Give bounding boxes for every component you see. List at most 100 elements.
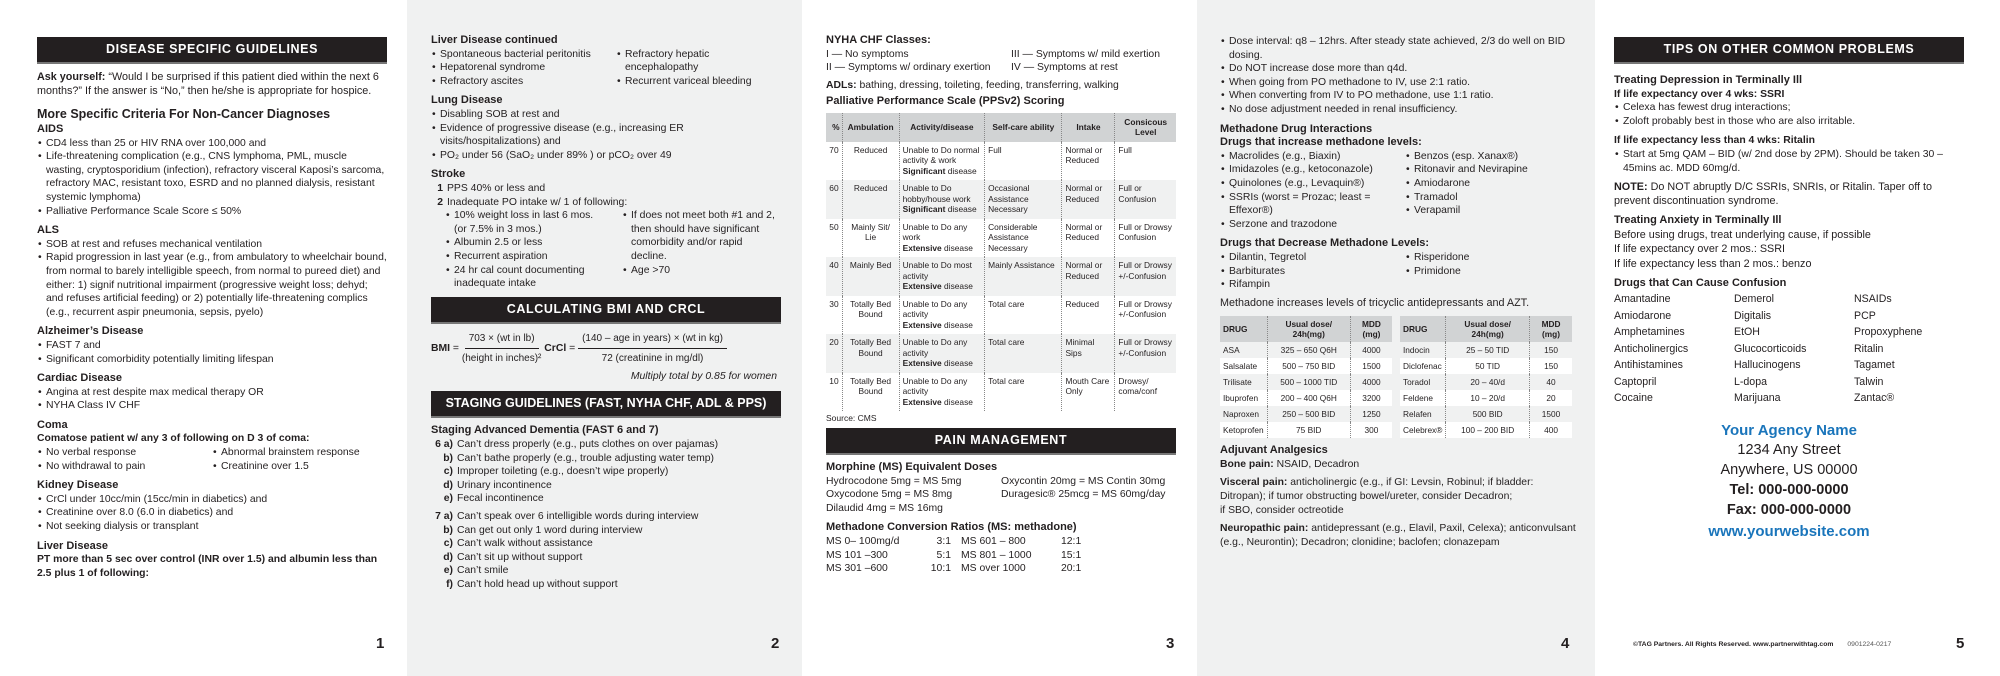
ratio-value: 3:1 xyxy=(936,536,951,548)
pps-ambulation: Totally Bed Bound xyxy=(841,334,900,373)
pps-activity: Unable to Do any activity Extensive disea… xyxy=(898,295,985,335)
max-daily-dose: 300 xyxy=(1349,422,1392,439)
drug-name: Naproxen xyxy=(1223,409,1259,420)
page-number: 1 xyxy=(376,635,385,652)
bmi-header: CALCULATING BMI AND CRCL xyxy=(431,296,781,324)
pps-intake: Minimal Sips xyxy=(1061,334,1115,373)
max-daily-dose: 40 xyxy=(1529,374,1572,391)
confusion-drug: Cocaine xyxy=(1614,392,1653,405)
fast-item: b) Can’t bathe properly (e.g., trouble ad… xyxy=(431,452,781,466)
confusion-drug: Glucocorticoids xyxy=(1734,342,1807,355)
fast-item-label: d) xyxy=(443,551,453,563)
pps-conscious: Drowsy/ coma/conf xyxy=(1114,372,1176,412)
confusion-drug: Propoxyphene xyxy=(1854,326,1923,339)
pps-intake: Mouth Care Only xyxy=(1061,372,1115,412)
ms-range: MS over 1000 xyxy=(961,563,1026,575)
liver-text: PT more than 5 sec over control (INR ove… xyxy=(37,554,378,579)
methadone-bullets: Dose interval: q8 – 12hrs. After steady … xyxy=(1220,35,1580,117)
agency-city: Anywhere, US 00000 xyxy=(1720,461,1858,478)
pps-header-cell: Self-care ability xyxy=(984,112,1062,142)
drug-name: ASA xyxy=(1223,345,1240,356)
agency-street: 1234 Any Street xyxy=(1737,441,1841,458)
panel-3-content: NYHA CHF Classes: I — No symptoms II — Sy… xyxy=(826,34,1176,576)
page-number: 3 xyxy=(1166,635,1175,652)
confusion-drug: Tagamet xyxy=(1854,359,1895,372)
pps-row: 30 Totally Bed Bound Unable to Do any acti… xyxy=(826,295,1176,335)
source: Source: CMS xyxy=(826,413,877,424)
pain-header: PAIN MANAGEMENT xyxy=(826,428,1176,456)
disease-severity: Extensive xyxy=(902,319,942,330)
fast-item-text: Can’t sit up without support xyxy=(457,551,583,563)
pps-header-cell: Activity/disease xyxy=(898,112,985,142)
nsaid-row: Toradol 20 – 40/d 40 xyxy=(1400,374,1572,391)
fast-item: e) Fecal incontinence xyxy=(431,492,781,506)
drug-name: Diclofenac xyxy=(1400,358,1446,375)
disease-level: Significant disease xyxy=(903,204,982,215)
footer: ©TAG Partners. All Rights Reserved. www.… xyxy=(1633,638,1953,652)
disease-severity: Extensive xyxy=(902,396,942,407)
max-daily-dose: 4000 xyxy=(1349,374,1392,391)
pps-percent: 10 xyxy=(829,375,839,386)
max-daily-dose: 150 xyxy=(1529,342,1572,359)
usual-dose: 20 – 40/d xyxy=(1445,374,1530,391)
fast-item-label: f) xyxy=(446,579,453,590)
lung-title: Lung Disease xyxy=(431,94,503,107)
disease-level: Extensive disease xyxy=(903,358,982,369)
usual-dose: 500 – 750 BID xyxy=(1266,358,1351,375)
drug-name: Ibuprofen xyxy=(1220,390,1268,407)
fast-item: f) Can’t hold head up without support xyxy=(431,578,781,592)
pps-percent: 40 xyxy=(826,257,843,296)
drug-name: Feldene xyxy=(1400,390,1446,407)
pps-conscious: Full or Drowsy +/-Confusion xyxy=(1114,295,1176,335)
fast-item: d) Urinary incontinence xyxy=(431,479,781,493)
section-header: TIPS ON OTHER COMMON PROBLEMS xyxy=(1614,37,1964,64)
anxiety-title: Treating Anxiety in Terminally Ill xyxy=(1614,214,1782,227)
activity-text: Unable to Do normal activity & work xyxy=(902,144,980,166)
nyha-title: NYHA CHF Classes: xyxy=(826,34,931,46)
pps-row: 70 Reduced Unable to Do normal activity & … xyxy=(826,141,1176,181)
fast-item-label: d) xyxy=(443,479,453,491)
cardiac-list: Angina at rest despite max medical thera… xyxy=(37,386,387,413)
activity-text: Unable to Do any activity xyxy=(902,298,968,320)
pps-intake: Reduced xyxy=(1061,295,1115,335)
fast-item: c) Improper toileting (e.g., doesn’t wipe… xyxy=(431,465,781,479)
activity-text: Unable to Do any activity xyxy=(902,375,968,397)
disease-severity: Extensive xyxy=(902,358,942,369)
fast-item-text: Can’t walk without assistance xyxy=(457,538,593,550)
pps-conscious: Full or Drowsy +/-Confusion xyxy=(1114,257,1176,296)
agency-website[interactable]: www.yourwebsite.com xyxy=(1708,522,1870,540)
drug-name: Trilisate xyxy=(1223,377,1252,388)
fast7-list: 7 a) Can’t speak over 6 intelligible word… xyxy=(431,510,781,592)
confusion-drug: Hallucinogens xyxy=(1734,359,1801,372)
alz-list: FAST 7 andSignificant comorbidity potent… xyxy=(37,339,387,366)
pps-selfcare: Total care xyxy=(984,334,1062,373)
liver-title: Liver Disease xyxy=(37,539,108,552)
crcl-note: Multiply total by 0.85 for women xyxy=(630,370,777,382)
ms-range: MS 0– 100mg/d xyxy=(826,536,900,548)
ratio-value: 20:1 xyxy=(1061,563,1082,575)
ratio-value: 5:1 xyxy=(936,549,951,561)
pps-selfcare: Mainly Assistance xyxy=(984,257,1062,296)
drug-name: Relafen xyxy=(1403,409,1432,420)
methadone-ratios: MS 0– 100mg/d 3:1 MS 601 – 800 12:1 MS 101 –… xyxy=(826,535,1176,576)
lung-list: Disabling SOB at rest andEvidence of pro… xyxy=(431,108,781,162)
pps-row: 60 Reduced Unable to Do hobby/house work Si… xyxy=(826,180,1176,219)
fast-item-text: Can’t speak over 6 intelligible words du… xyxy=(457,511,699,523)
confusion-drug: NSAIDs xyxy=(1854,293,1892,306)
confusion-drug: PCP xyxy=(1854,309,1876,322)
usual-dose: 500 – 1000 TID xyxy=(1266,374,1351,391)
pps-selfcare: Total care xyxy=(984,295,1062,335)
dementia-title: Staging Advanced Dementia (FAST 6 and 7) xyxy=(431,424,659,437)
drug-name: Celebrex® xyxy=(1400,422,1446,439)
disease-word: disease xyxy=(944,358,973,369)
als-list: SOB at rest and refuses mechanical venti… xyxy=(37,238,387,320)
usual-dose: 250 – 500 BID xyxy=(1266,406,1351,423)
pps-activity: Unable to Do any activity Extensive disea… xyxy=(898,372,985,412)
pps-activity: Unable to Do any activity Extensive disea… xyxy=(898,334,985,373)
liver-continued-title: Liver Disease continued xyxy=(431,34,558,46)
usual-dose: 25 – 50 TID xyxy=(1445,342,1530,359)
nsaid-row: Celebrex® 100 – 200 BID 400 xyxy=(1400,422,1572,439)
fast-item-text: Can’t bathe properly (e.g., trouble adju… xyxy=(457,452,715,464)
disease-word: disease xyxy=(944,242,973,253)
confusion-drug: Marijuana xyxy=(1734,392,1781,405)
